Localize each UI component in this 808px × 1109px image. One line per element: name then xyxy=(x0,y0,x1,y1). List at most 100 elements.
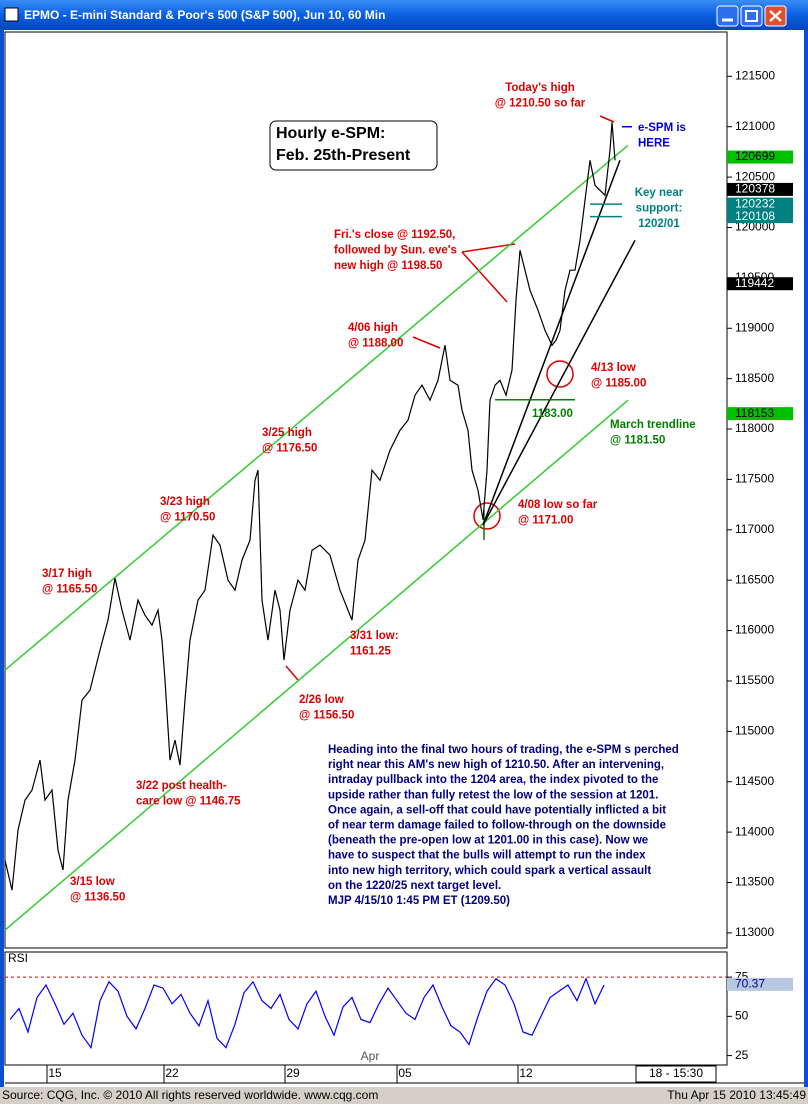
y-tick-label: 117000 xyxy=(735,522,774,536)
cursor-label: 18 - 15:30 xyxy=(649,1066,703,1080)
annotation: @ 1171.00 xyxy=(518,515,573,527)
y-tick-label: 119000 xyxy=(735,320,774,334)
minimize-button[interactable] xyxy=(716,5,739,27)
annotation: 4/13 low xyxy=(591,362,636,374)
price-marker-label: 120378 xyxy=(735,182,775,196)
status-bar xyxy=(0,1087,808,1104)
y-tick-label: 115500 xyxy=(735,673,774,687)
annotation: 3/23 high xyxy=(160,496,210,508)
y-tick-label: 114500 xyxy=(735,774,774,788)
x-tick-label: 29 xyxy=(286,1066,300,1080)
x-tick-label: 22 xyxy=(165,1066,179,1080)
price-marker xyxy=(727,210,793,224)
pointer xyxy=(599,115,615,123)
annotation: 1183.00 xyxy=(532,408,573,420)
commentary: (beneath the pre-open low at 1201.00 in … xyxy=(328,835,648,847)
commentary: right near this AM's new high of 1210.50… xyxy=(328,759,664,771)
pointer xyxy=(285,665,299,681)
last-value-box xyxy=(727,977,793,991)
annotation: 3/15 low xyxy=(70,876,115,888)
commentary: intraday pullback into the 1204 area, th… xyxy=(328,774,658,786)
commentary: have to suspect that the bulls will atte… xyxy=(328,850,646,862)
annotation: 2/26 low xyxy=(299,694,344,706)
y-tick-label: 118000 xyxy=(735,421,774,435)
annotation: e-SPM is xyxy=(638,122,686,134)
annotation: @ 1210.50 so far xyxy=(495,98,586,110)
footer-source: Source: CQG, Inc. © 2010 All rights rese… xyxy=(2,1088,378,1102)
commentary: upside rather than fully retest the low … xyxy=(328,789,658,801)
commentary: Heading into the final two hours of trad… xyxy=(328,744,679,756)
title-box-line: Hourly e-SPM: xyxy=(276,125,385,142)
annotation: Today's high xyxy=(505,82,575,94)
maximize-icon xyxy=(745,10,758,22)
y-tick-label: 121000 xyxy=(735,119,775,133)
price-marker xyxy=(727,277,793,291)
commentary: of near term damage failed to follow-thr… xyxy=(328,820,666,832)
pointer xyxy=(461,243,516,253)
y-tick-label: 114000 xyxy=(735,824,774,838)
annotation: @ 1136.50 xyxy=(70,892,125,904)
price-marker xyxy=(727,182,793,196)
maximize-button[interactable] xyxy=(740,5,763,27)
commentary: on the 1220/25 next target level. xyxy=(328,880,501,892)
y-tick-label: 115000 xyxy=(735,724,774,738)
annotation: HERE xyxy=(638,138,670,150)
window-title: EPMO - E-mini Standard & Poor's 500 (S&P… xyxy=(24,8,385,22)
trendline xyxy=(4,144,629,671)
annotation: @ 1185.00 xyxy=(591,378,646,390)
x-tick-label: 15 xyxy=(48,1066,62,1080)
last-value-label: 70.37 xyxy=(735,977,765,991)
y-tick-label: 116500 xyxy=(735,572,774,586)
annotation: @ 1156.50 xyxy=(299,710,354,722)
y-tick-label: 116000 xyxy=(735,623,774,637)
y-tick-label: 120000 xyxy=(735,220,775,234)
annotation: 3/22 post health- xyxy=(136,780,227,792)
commentary: Once again, a sell-off that could have p… xyxy=(328,804,666,816)
title-bar xyxy=(0,0,808,30)
price-marker-label: 120232 xyxy=(735,196,775,210)
month-label: Apr xyxy=(361,1049,380,1063)
trendline xyxy=(4,399,629,931)
y-tick-label: 50 xyxy=(735,1009,749,1023)
price-marker xyxy=(727,197,793,211)
close-icon xyxy=(769,10,782,22)
rsi-panel xyxy=(4,951,728,1066)
price-marker-label: 120699 xyxy=(735,149,775,163)
title-box xyxy=(269,120,438,171)
y-tick-label: 25 xyxy=(735,1048,749,1062)
price-marker xyxy=(727,407,793,421)
annotation: 4/06 high xyxy=(348,322,398,334)
annotation: support: xyxy=(636,203,683,215)
price-marker-label: 118153 xyxy=(735,406,774,420)
y-tick-label: 121500 xyxy=(735,69,775,83)
pointer xyxy=(412,336,441,349)
annotation: Key near xyxy=(635,187,684,199)
commentary: MJP 4/15/10 1:45 PM ET (1209.50) xyxy=(328,895,510,907)
price-marker-label: 119442 xyxy=(735,276,774,290)
low-circle xyxy=(473,502,501,530)
x-tick-label: 05 xyxy=(398,1066,412,1080)
panel-label: RSI xyxy=(8,951,28,965)
annotation: 1161.25 xyxy=(350,646,392,658)
commentary: into new high territory, which could spa… xyxy=(328,865,651,877)
annotation: 1202/01 xyxy=(638,218,680,230)
trendline xyxy=(482,239,636,526)
annotation: care low @ 1146.75 xyxy=(136,796,241,808)
y-tick-label: 120500 xyxy=(735,169,775,183)
trendline xyxy=(482,160,621,526)
annotation: 4/08 low so far xyxy=(518,499,598,511)
y-tick-label: 113000 xyxy=(735,925,774,939)
annotation: March trendline xyxy=(610,419,696,431)
annotation: @ 1165.50 xyxy=(42,584,97,596)
annotation: @ 1176.50 xyxy=(262,443,317,455)
annotation: 3/17 high xyxy=(42,568,92,580)
annotation: @ 1181.50 xyxy=(610,435,665,447)
annotation: @ 1170.50 xyxy=(160,512,215,524)
title-box-line: Feb. 25th-Present xyxy=(276,147,411,164)
annotation: 3/31 low: xyxy=(350,630,399,642)
pointer xyxy=(461,251,508,303)
y-tick-label: 118500 xyxy=(735,371,774,385)
annotation: followed by Sun. eve's xyxy=(334,245,457,257)
annotation: 3/25 high xyxy=(262,427,312,439)
